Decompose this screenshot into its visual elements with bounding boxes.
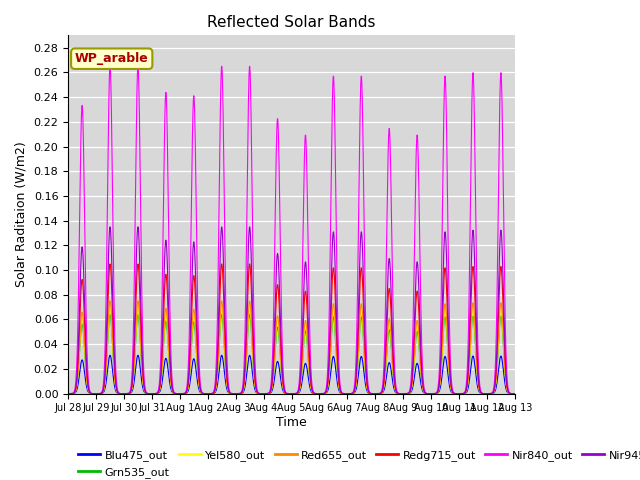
Legend: Blu475_out, Grn535_out, Yel580_out, Red655_out, Redg715_out, Nir840_out, Nir945_: Blu475_out, Grn535_out, Yel580_out, Red6… xyxy=(74,446,640,480)
Text: WP_arable: WP_arable xyxy=(75,52,148,65)
Y-axis label: Solar Raditaion (W/m2): Solar Raditaion (W/m2) xyxy=(15,142,28,288)
Title: Reflected Solar Bands: Reflected Solar Bands xyxy=(207,15,376,30)
X-axis label: Time: Time xyxy=(276,416,307,429)
